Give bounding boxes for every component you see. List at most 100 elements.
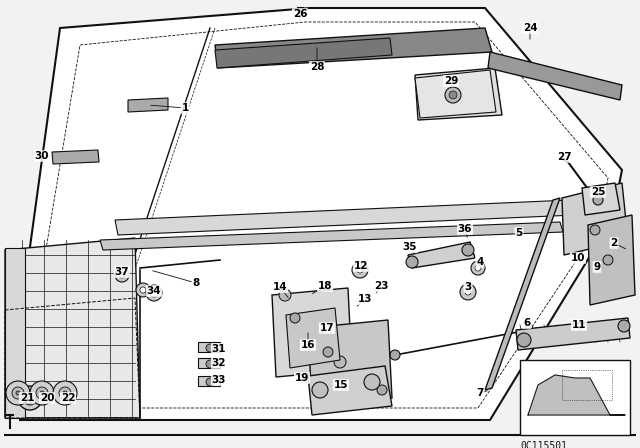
Polygon shape <box>488 52 622 100</box>
Text: 35: 35 <box>403 242 417 252</box>
Polygon shape <box>215 28 492 68</box>
Text: 29: 29 <box>444 76 458 86</box>
Polygon shape <box>562 183 628 255</box>
Text: 32: 32 <box>212 358 227 368</box>
Circle shape <box>449 91 457 99</box>
Circle shape <box>593 195 603 205</box>
Text: 20: 20 <box>40 393 54 403</box>
Circle shape <box>312 382 328 398</box>
Text: 23: 23 <box>374 281 388 291</box>
Circle shape <box>364 374 380 390</box>
Polygon shape <box>100 222 563 250</box>
Circle shape <box>146 285 162 301</box>
Text: 36: 36 <box>458 224 472 234</box>
Polygon shape <box>528 375 625 415</box>
Circle shape <box>460 284 476 300</box>
Text: 5: 5 <box>515 228 523 238</box>
Text: 10: 10 <box>571 253 585 263</box>
Polygon shape <box>115 200 575 235</box>
Text: 1: 1 <box>181 103 189 113</box>
Circle shape <box>352 262 368 278</box>
Polygon shape <box>5 238 140 418</box>
Polygon shape <box>5 248 25 418</box>
Circle shape <box>53 381 77 405</box>
Text: 28: 28 <box>310 62 324 72</box>
Bar <box>520 360 630 435</box>
Circle shape <box>23 391 37 405</box>
Circle shape <box>445 87 461 103</box>
Circle shape <box>115 268 129 282</box>
Circle shape <box>334 356 346 368</box>
Circle shape <box>406 256 418 268</box>
Circle shape <box>140 287 146 293</box>
Text: 16: 16 <box>301 340 316 350</box>
Circle shape <box>18 386 42 410</box>
Circle shape <box>119 272 125 278</box>
Text: 0C115501: 0C115501 <box>520 441 567 448</box>
Circle shape <box>377 385 387 395</box>
Text: 6: 6 <box>524 318 531 328</box>
Circle shape <box>310 325 320 335</box>
Text: 14: 14 <box>273 282 287 292</box>
Polygon shape <box>415 68 502 120</box>
Polygon shape <box>272 288 352 377</box>
Circle shape <box>30 381 54 405</box>
Text: 22: 22 <box>61 393 76 403</box>
Circle shape <box>206 360 214 368</box>
Text: 26: 26 <box>292 9 307 19</box>
Polygon shape <box>286 308 340 368</box>
Polygon shape <box>415 70 496 118</box>
Text: 3: 3 <box>465 282 472 292</box>
Circle shape <box>136 283 150 297</box>
Text: 18: 18 <box>317 281 332 291</box>
Polygon shape <box>308 366 392 415</box>
Bar <box>562 370 612 400</box>
Circle shape <box>150 289 158 297</box>
Text: 30: 30 <box>35 151 49 161</box>
Polygon shape <box>485 198 560 390</box>
Circle shape <box>40 391 44 395</box>
Circle shape <box>603 255 613 265</box>
Text: 2: 2 <box>611 238 618 248</box>
Bar <box>198 358 220 368</box>
Circle shape <box>290 313 300 323</box>
Circle shape <box>16 391 20 395</box>
Circle shape <box>465 289 471 295</box>
Text: 13: 13 <box>358 294 372 304</box>
Text: 15: 15 <box>333 380 348 390</box>
Circle shape <box>63 391 67 395</box>
Polygon shape <box>52 150 99 164</box>
Text: 25: 25 <box>591 187 605 197</box>
Text: 34: 34 <box>147 286 161 296</box>
Circle shape <box>12 387 24 399</box>
Text: 21: 21 <box>23 397 33 406</box>
Text: 8: 8 <box>193 278 200 288</box>
Polygon shape <box>408 242 475 268</box>
Text: 9: 9 <box>593 262 600 272</box>
Circle shape <box>59 387 71 399</box>
Circle shape <box>618 320 630 332</box>
Circle shape <box>206 344 214 352</box>
Polygon shape <box>128 98 168 112</box>
Text: 24: 24 <box>523 23 538 33</box>
Polygon shape <box>516 318 630 350</box>
Circle shape <box>36 387 48 399</box>
Polygon shape <box>582 183 620 215</box>
Text: 27: 27 <box>557 152 572 162</box>
Circle shape <box>462 244 474 256</box>
Text: 7: 7 <box>476 388 484 398</box>
Text: 12: 12 <box>354 261 368 271</box>
Polygon shape <box>588 215 635 305</box>
Circle shape <box>471 261 485 275</box>
Polygon shape <box>20 8 622 420</box>
Text: 17: 17 <box>320 323 334 333</box>
Polygon shape <box>308 320 392 406</box>
Text: 21: 21 <box>20 393 35 403</box>
Text: 37: 37 <box>115 267 129 277</box>
Circle shape <box>517 333 531 347</box>
Circle shape <box>357 267 363 273</box>
Text: 31: 31 <box>212 344 227 354</box>
Bar <box>198 376 220 386</box>
Text: 19: 19 <box>295 373 309 383</box>
Text: 33: 33 <box>212 375 227 385</box>
